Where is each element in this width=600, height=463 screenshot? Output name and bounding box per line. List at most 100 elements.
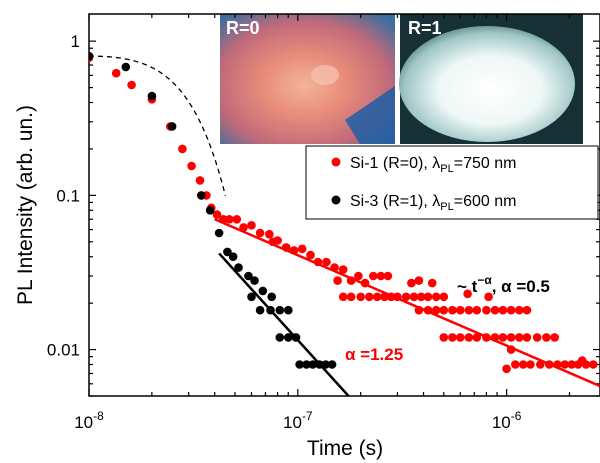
y-tick-labels: 1 0.1 0.01 xyxy=(47,32,80,359)
si3-data-point xyxy=(321,360,331,369)
si1-data-point xyxy=(506,345,516,354)
si1-data-point xyxy=(212,210,222,219)
si1-data-point xyxy=(515,305,524,315)
si1-data-point xyxy=(448,333,457,342)
si1-data-point xyxy=(532,333,542,342)
plot-frame xyxy=(88,13,600,397)
si1-data-point xyxy=(232,215,242,224)
si1-data-point xyxy=(423,292,433,302)
si1-data-point xyxy=(463,289,472,299)
fit-line-0 xyxy=(214,218,600,388)
power-law-annotation: ~ t−α, α =0.5 xyxy=(457,273,550,296)
si1-data-point xyxy=(338,292,348,302)
si1-data-point xyxy=(456,333,465,342)
si1-data-point xyxy=(255,228,265,238)
si1-data-point xyxy=(536,360,545,369)
si1-data-point xyxy=(502,364,511,374)
si1-data-point xyxy=(376,271,386,281)
si1-data-point xyxy=(178,144,187,154)
inset-label-r0: R=0 xyxy=(226,18,260,38)
si1-data-point xyxy=(372,292,382,302)
si1-data-point xyxy=(567,360,576,369)
si1-data-point xyxy=(448,305,457,315)
si1-data-point xyxy=(545,360,554,369)
legend-label-si3: Si-3 (R=1), λPL=600 nm xyxy=(350,193,516,213)
si1-data-point xyxy=(560,360,570,369)
si1-data-point xyxy=(356,292,366,302)
si3-data-point xyxy=(147,91,157,101)
si1-data-point xyxy=(265,229,274,239)
si1-data-point xyxy=(511,360,520,369)
si3-data-point xyxy=(284,333,293,342)
si3-data-point xyxy=(291,333,301,342)
si1-data-point xyxy=(490,333,500,342)
legend: Si-1 (R=0), λPL=750 nm Si-3 (R=1), λPL=6… xyxy=(305,145,599,220)
si3-data-point xyxy=(247,292,256,302)
si1-data-point xyxy=(401,292,411,302)
si3-data-point xyxy=(205,206,215,215)
si1-data-point xyxy=(472,333,482,342)
si1-data-point xyxy=(439,305,449,315)
si1-data-point xyxy=(346,292,356,302)
si1-data-point xyxy=(360,278,370,288)
si1-data-point xyxy=(273,236,282,245)
si1-data-point xyxy=(577,356,587,365)
x-tick-label: 10-8 xyxy=(74,409,104,432)
si3-data-point xyxy=(234,263,243,272)
legend-marker-si3 xyxy=(331,195,341,205)
inset-image-r0: R=0 xyxy=(220,14,395,144)
si3-data-point xyxy=(228,252,238,261)
si1-data-point xyxy=(225,215,234,224)
si3-data-point xyxy=(295,360,304,369)
inset-label-r1: R=1 xyxy=(408,18,442,38)
si1-data-point xyxy=(515,333,524,342)
y-tick-label: 0.1 xyxy=(56,186,80,205)
si3-data-point xyxy=(250,276,259,285)
si1-data-point xyxy=(281,243,291,252)
si1-data-point xyxy=(354,271,363,281)
si1-data-point xyxy=(383,271,393,281)
si1-data-point xyxy=(330,263,339,272)
si1-data-point xyxy=(297,244,307,254)
si1-data-point xyxy=(506,333,516,342)
si1-data-point xyxy=(187,161,196,171)
si1-data-point xyxy=(393,292,402,302)
si1-data-point xyxy=(289,246,299,255)
inset-image-r1: R=1 xyxy=(399,14,583,144)
y-tick-label: 1 xyxy=(71,32,80,51)
si1-data-point xyxy=(416,292,426,302)
si1-data-point xyxy=(522,333,532,342)
fit-lines xyxy=(89,55,600,396)
si1-data-point xyxy=(313,257,323,267)
si1-data-point xyxy=(414,276,424,285)
si1-data-point xyxy=(414,305,424,315)
fit-line-1 xyxy=(218,252,350,396)
si1-data-point xyxy=(553,360,562,369)
si1-data-point xyxy=(484,292,493,302)
si3-data-point xyxy=(267,292,277,302)
si3-data-point xyxy=(197,191,206,200)
si1-data-point xyxy=(346,276,356,285)
y-tick-label: 0.01 xyxy=(47,341,80,360)
si1-data-point xyxy=(409,292,419,302)
si1-data-point xyxy=(369,271,378,281)
si1-data-point xyxy=(247,221,256,230)
si1-data-point xyxy=(365,292,374,302)
data-points xyxy=(89,51,598,374)
si1-data-point xyxy=(498,305,508,315)
x-tick-label: 10-6 xyxy=(492,409,522,432)
si3-data-point xyxy=(266,305,275,315)
model-curve-dashed xyxy=(89,55,227,196)
si3-data-point xyxy=(275,333,285,342)
x-tick-labels: 10-8 10-7 10-6 xyxy=(74,409,522,432)
si3-data-point xyxy=(315,360,324,369)
si1-data-point xyxy=(522,305,532,315)
si3-data-point xyxy=(223,247,232,257)
si3-data-point xyxy=(167,122,177,131)
si1-data-point xyxy=(542,333,551,342)
si1-data-point xyxy=(239,223,248,232)
si1-data-point xyxy=(219,215,228,224)
si1-data-point xyxy=(127,80,136,90)
si3-data-point xyxy=(302,360,311,369)
